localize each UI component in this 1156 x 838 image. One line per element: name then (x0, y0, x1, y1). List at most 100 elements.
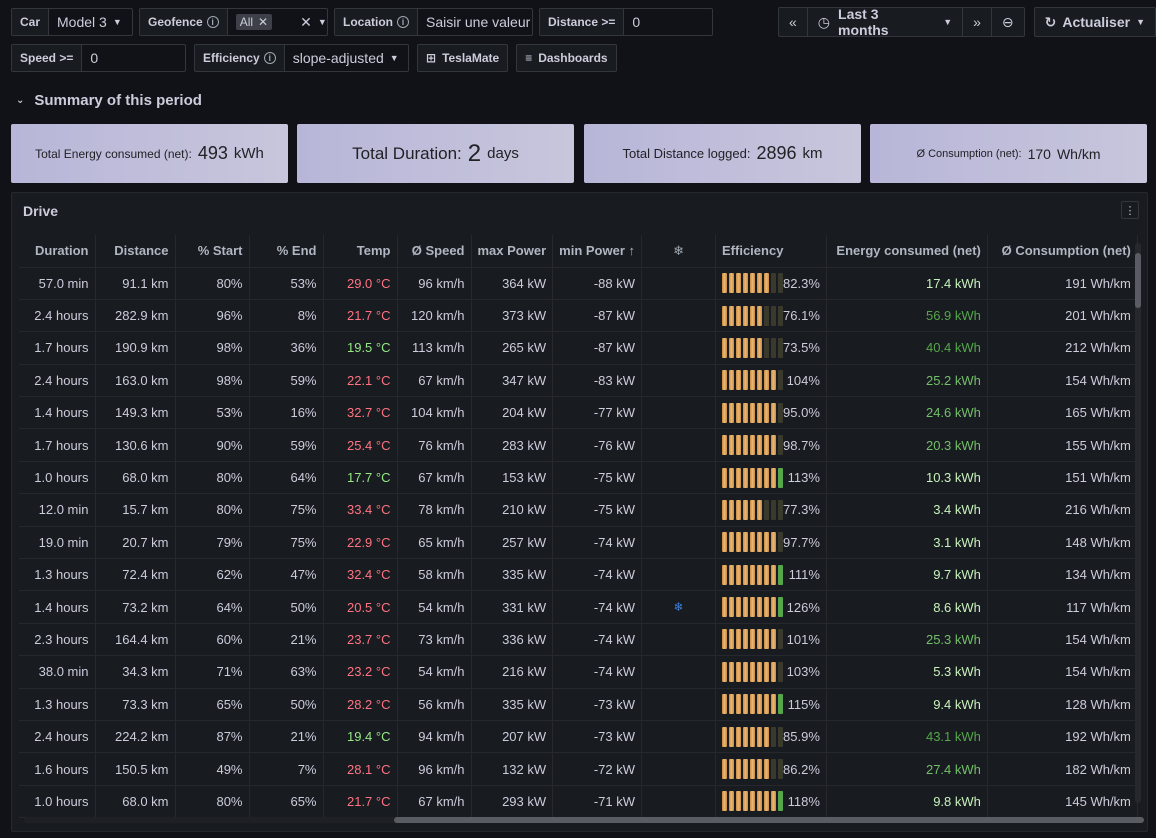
efficiency-variable[interactable]: Efficiency i slope-adjusted ▼ (194, 44, 409, 72)
table-row[interactable]: 2.3 hours 164.4 km 60% 21% 23.7 °C 73 km/h 336… (19, 623, 1138, 657)
stat-value: 2896 (756, 143, 797, 163)
efficiency-cell: 82.3% (715, 267, 827, 300)
stat-unit: days (487, 145, 519, 162)
table-cell: 72.4 km (95, 558, 176, 592)
clear-icon[interactable]: ✕ (300, 13, 312, 30)
column-header[interactable]: % Start (175, 235, 250, 268)
energy-cell: 24.6 kWh (826, 396, 988, 430)
column-header[interactable]: max Power (471, 235, 554, 268)
table-row[interactable]: 19.0 min 20.7 km 79% 75% 22.9 °C 65 km/h 257 k… (19, 526, 1138, 560)
table-row[interactable]: 1.4 hours 149.3 km 53% 16% 32.7 °C 104 km/h 20… (19, 396, 1138, 430)
table-row[interactable]: 1.7 hours 130.6 km 90% 59% 25.4 °C 76 km/h 283… (19, 428, 1138, 462)
chip-remove-icon[interactable]: ✕ (258, 15, 269, 29)
table-row[interactable]: 1.0 hours 68.0 km 80% 65% 21.7 °C 67 km/h 293 … (19, 785, 1138, 819)
table-row[interactable]: 57.0 min 91.1 km 80% 53% 29.0 °C 96 km/h 364 k… (19, 267, 1138, 300)
horizontal-scrollbar[interactable] (24, 817, 1144, 823)
efficiency-cell: 111% (715, 558, 827, 592)
table-row[interactable]: 1.6 hours 150.5 km 49% 7% 28.1 °C 96 km/h 132 … (19, 752, 1138, 786)
table-cell: 60% (175, 623, 250, 657)
efficiency-gauge (722, 499, 784, 520)
table-cell: 128 Wh/km (987, 688, 1138, 721)
efficiency-value: 85.9% (783, 729, 820, 745)
table-cell: 282.9 km (95, 299, 176, 333)
speed-input[interactable]: 0 (90, 50, 99, 66)
table-row[interactable]: 1.3 hours 72.4 km 62% 47% 32.4 °C 58 km/h 335 … (19, 558, 1138, 592)
efficiency-value: 82.3% (783, 275, 820, 291)
efficiency-value: 86.2% (783, 761, 820, 777)
table-row[interactable]: 2.4 hours 282.9 km 96% 8% 21.7 °C 120 km/h 373… (19, 299, 1138, 333)
table-cell: 64% (175, 590, 250, 624)
vertical-scrollbar[interactable] (1135, 243, 1141, 803)
table-cell: 50% (249, 688, 324, 721)
geofence-chip-label: All (239, 15, 254, 29)
efficiency-value: slope-adjusted (292, 50, 384, 66)
table-row[interactable]: 1.0 hours 68.0 km 80% 64% 17.7 °C 67 km/h 153 … (19, 461, 1138, 495)
table-cell: 210 kW (471, 493, 554, 527)
car-select[interactable]: Model 3 ▼ (49, 9, 130, 35)
speed-label: Speed >= (12, 45, 83, 71)
column-header[interactable]: % End (249, 235, 324, 268)
table-cell: 2.4 hours (19, 299, 96, 333)
table-cell: 154 Wh/km (987, 623, 1138, 657)
table-row[interactable]: 2.4 hours 224.2 km 87% 21% 19.4 °C 94 km/h 207… (19, 720, 1138, 754)
energy-cell: 20.3 kWh (826, 428, 988, 462)
table-cell: 190.9 km (95, 331, 176, 365)
shift-forward-button[interactable]: » (963, 7, 992, 37)
column-header[interactable]: Distance (95, 235, 176, 268)
temp-cell: 22.1 °C (323, 364, 398, 398)
car-variable[interactable]: Car Model 3 ▼ (11, 8, 133, 36)
shift-back-button[interactable]: « (778, 7, 808, 37)
geofence-label-text: Geofence (148, 15, 203, 29)
table-cell: 53% (249, 267, 324, 300)
column-header[interactable]: Ø Speed (397, 235, 472, 268)
geofence-variable[interactable]: Geofence i All ✕ ✕ ▼ (139, 8, 328, 36)
table-cell: 80% (175, 785, 250, 819)
column-header[interactable]: Ø Consumption (net) (987, 235, 1138, 268)
table-row[interactable]: 1.3 hours 73.3 km 65% 50% 28.2 °C 56 km/h 335 … (19, 688, 1138, 721)
table-cell: 216 Wh/km (987, 493, 1138, 527)
column-header[interactable]: min Power ↑ (552, 235, 643, 268)
table-cell: 224.2 km (95, 720, 176, 754)
temp-cell: 19.5 °C (323, 331, 398, 365)
dashboards-link[interactable]: ≡ Dashboards (516, 44, 617, 72)
energy-cell: 25.3 kWh (826, 623, 988, 657)
refresh-button[interactable]: ↻ Actualiser ▼ (1033, 7, 1156, 37)
table-row[interactable]: 12.0 min 15.7 km 80% 75% 33.4 °C 78 km/h 210 k… (19, 493, 1138, 527)
teslamate-link[interactable]: ⊞ TeslaMate (417, 44, 509, 72)
table-row[interactable]: 1.4 hours 73.2 km 64% 50% 20.5 °C 54 km/h 331 … (19, 590, 1138, 624)
panel-menu-icon[interactable]: ⋮ (1121, 201, 1139, 219)
table-row[interactable]: 38.0 min 34.3 km 71% 63% 23.2 °C 54 km/h 216 k… (19, 655, 1138, 689)
location-input[interactable]: Saisir une valeur (426, 14, 531, 30)
column-header[interactable]: Energy consumed (net) (826, 235, 988, 268)
efficiency-cell: 77.3% (715, 493, 827, 527)
location-variable[interactable]: Location i Saisir une valeur (334, 8, 533, 36)
table-row[interactable]: 1.7 hours 190.9 km 98% 36% 19.5 °C 113 km/h 26… (19, 331, 1138, 365)
table-cell: 1.0 hours (19, 785, 96, 819)
efficiency-select[interactable]: slope-adjusted ▼ (285, 45, 407, 71)
efficiency-cell: 101% (715, 623, 827, 657)
column-header[interactable]: Efficiency (715, 235, 827, 268)
table-cell: -87 kW (552, 331, 643, 365)
table-row[interactable]: 2.4 hours 163.0 km 98% 59% 22.1 °C 67 km/h 347… (19, 364, 1138, 398)
distance-variable[interactable]: Distance >= 0 (539, 8, 713, 36)
table-cell: 21% (249, 623, 324, 657)
column-header[interactable]: Temp (323, 235, 398, 268)
efficiency-gauge (722, 791, 784, 812)
column-header[interactable]: ❄ (641, 235, 717, 268)
zoom-out-button[interactable]: ⊖ (991, 7, 1025, 37)
table-cell: 21% (249, 720, 324, 754)
efficiency-value: 95.0% (783, 405, 820, 421)
efficiency-gauge (722, 564, 784, 585)
table-cell: 96% (175, 299, 250, 333)
geofence-chip[interactable]: All ✕ (235, 14, 273, 30)
snowflake-cell (641, 785, 717, 819)
distance-input[interactable]: 0 (632, 14, 641, 30)
section-header[interactable]: ⌄ Summary of this period (16, 92, 202, 109)
temp-cell: 23.2 °C (323, 655, 398, 689)
speed-variable[interactable]: Speed >= 0 (11, 44, 186, 72)
time-range-picker[interactable]: ◷ Last 3 months ▼ (807, 6, 964, 38)
geofence-select[interactable]: All ✕ ✕ ▼ (228, 9, 335, 35)
table-cell: 153 kW (471, 461, 554, 495)
table-cell: 15.7 km (95, 493, 176, 527)
column-header[interactable]: Duration (19, 235, 96, 268)
